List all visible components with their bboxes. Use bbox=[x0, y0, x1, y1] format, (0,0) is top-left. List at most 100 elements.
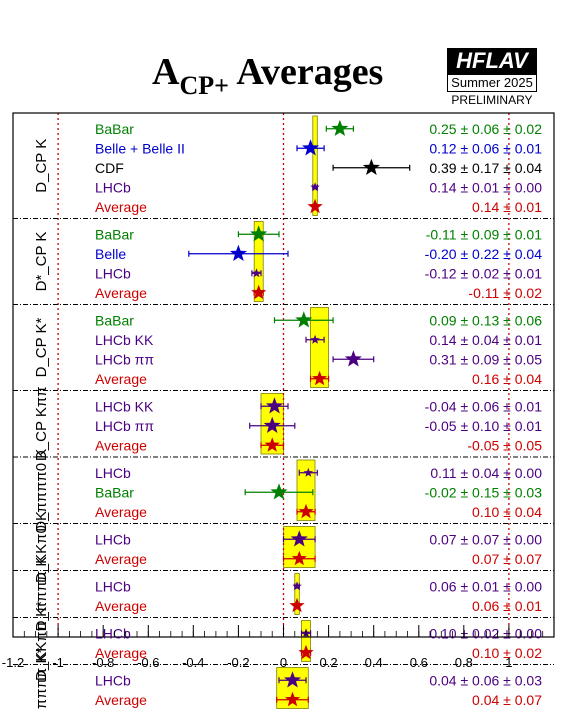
data-point-star bbox=[263, 416, 281, 433]
data-point-star bbox=[298, 644, 314, 660]
reference-lines bbox=[57, 113, 510, 637]
row-label: Average bbox=[95, 645, 147, 661]
title-rest: Averages bbox=[228, 51, 384, 93]
row-label: Average bbox=[95, 598, 147, 614]
data-point-star bbox=[264, 437, 280, 452]
data-point-star bbox=[298, 503, 314, 519]
row-label: LHCb bbox=[95, 179, 131, 195]
row-value: -0.11 ± 0.02 bbox=[468, 285, 542, 301]
row-value: -0.02 ± 0.15 ± 0.03 bbox=[425, 484, 543, 500]
data-point-star bbox=[270, 483, 288, 500]
row-value: 0.07 ± 0.07 ± 0.00 bbox=[429, 531, 542, 547]
row-label: Average bbox=[95, 504, 147, 520]
data-point-star bbox=[229, 244, 247, 261]
row-value: 0.09 ± 0.13 ± 0.06 bbox=[429, 312, 542, 328]
data-points bbox=[188, 119, 411, 707]
season-label: Summer 2025 bbox=[447, 74, 537, 92]
row-value: -0.05 ± 0.10 ± 0.01 bbox=[425, 418, 543, 434]
row-label: LHCb bbox=[95, 672, 131, 688]
row-value: -0.04 ± 0.06 ± 0.01 bbox=[425, 398, 543, 414]
row-value: 0.10 ± 0.02 ± 0.00 bbox=[429, 625, 542, 641]
data-point-star bbox=[292, 581, 302, 591]
average-band bbox=[294, 573, 300, 615]
row-label: BaBar bbox=[95, 312, 134, 328]
row-label: LHCb KK bbox=[95, 398, 154, 414]
data-point-star bbox=[303, 467, 314, 477]
row-value: 0.07 ± 0.07 bbox=[472, 551, 542, 567]
hflav-logo: HFLAV bbox=[447, 48, 537, 74]
row-value: 0.06 ± 0.01 bbox=[472, 598, 542, 614]
group-label: D_ππππ0 K bbox=[33, 449, 50, 532]
row-label: LHCb bbox=[95, 625, 131, 641]
row-value: 0.10 ± 0.02 bbox=[472, 645, 542, 661]
group-label: D_KKππ K* bbox=[33, 601, 50, 681]
row-label: Average bbox=[95, 285, 147, 301]
row-value: 0.06 ± 0.01 ± 0.00 bbox=[429, 578, 542, 594]
row-value: 0.04 ± 0.06 ± 0.03 bbox=[429, 672, 542, 688]
row-label: LHCb bbox=[95, 578, 131, 594]
row-value: 0.25 ± 0.06 ± 0.02 bbox=[429, 121, 542, 137]
x-tick-label: -0.6 bbox=[137, 655, 159, 670]
row-value: 0.12 ± 0.06 ± 0.01 bbox=[429, 140, 542, 156]
row-label: Belle bbox=[95, 246, 126, 262]
row-label: BaBar bbox=[95, 484, 134, 500]
preliminary-label: PRELIMINARY bbox=[451, 93, 533, 107]
data-point-star bbox=[284, 671, 302, 688]
row-label: LHCb KK bbox=[95, 332, 154, 348]
x-tick-label: 1 bbox=[505, 655, 512, 670]
x-tick-label: 0 bbox=[280, 655, 287, 670]
row-label: BaBar bbox=[95, 121, 134, 137]
data-point-star bbox=[312, 370, 328, 386]
data-point-star bbox=[331, 119, 349, 136]
chart-title: ACP+ Averages bbox=[152, 50, 384, 100]
row-value: -0.05 ± 0.05 bbox=[467, 437, 542, 453]
average-band bbox=[253, 221, 264, 302]
row-label: Average bbox=[95, 692, 147, 708]
group-label: D_CP K bbox=[33, 139, 50, 193]
data-point-star bbox=[307, 198, 323, 214]
row-label: LHCb bbox=[95, 465, 131, 481]
data-point-star bbox=[310, 182, 320, 192]
row-value: -0.11 ± 0.09 ± 0.01 bbox=[426, 226, 543, 242]
row-label: CDF bbox=[95, 160, 124, 176]
row-label: LHCb bbox=[95, 265, 131, 281]
data-point-star bbox=[362, 158, 380, 175]
row-value: 0.04 ± 0.07 bbox=[472, 692, 542, 708]
row-label: BaBar bbox=[95, 226, 134, 242]
average-band bbox=[301, 620, 311, 662]
row-value: 0.14 ± 0.01 bbox=[472, 199, 542, 215]
row-value: 0.11 ± 0.04 ± 0.00 bbox=[430, 465, 542, 481]
row-value: 0.14 ± 0.04 ± 0.01 bbox=[429, 332, 542, 348]
x-tick-label: -1.2 bbox=[2, 655, 24, 670]
row-value: 0.31 ± 0.09 ± 0.05 bbox=[429, 351, 542, 367]
data-point-star bbox=[290, 530, 308, 547]
row-values: 0.25 ± 0.06 ± 0.02 0.12 ± 0.06 ± 0.01 0.39… bbox=[425, 121, 543, 708]
row-value: 0.14 ± 0.01 ± 0.00 bbox=[429, 179, 542, 195]
row-value: -0.20 ± 0.22 ± 0.04 bbox=[425, 246, 543, 262]
data-point-star bbox=[302, 139, 320, 156]
row-label: LHCb ππ bbox=[95, 418, 154, 434]
average-band bbox=[310, 307, 329, 388]
row-value: 0.10 ± 0.04 bbox=[472, 504, 542, 520]
title-subscript: CP+ bbox=[179, 71, 229, 100]
row-value: 0.16 ± 0.04 bbox=[472, 371, 542, 387]
row-label: LHCb ππ bbox=[95, 351, 154, 367]
average-band bbox=[312, 115, 318, 216]
x-tick-label: -0.8 bbox=[92, 655, 114, 670]
x-axis: -1.2 -1 -0.8 -0.6 -0.4 -0.2 0 0.2 0.4 0.6 0.8 1 bbox=[2, 625, 555, 670]
group-label: D_KKπ0 K bbox=[33, 511, 50, 583]
group-label: D_ππππ K* bbox=[33, 648, 50, 709]
data-point-star bbox=[251, 268, 262, 278]
x-tick-label: -0.4 bbox=[182, 655, 204, 670]
row-value: 0.39 ± 0.17 ± 0.04 bbox=[429, 160, 542, 176]
group-label: D*_CP K bbox=[33, 232, 50, 292]
x-tick-label: -0.2 bbox=[227, 655, 249, 670]
group-separators bbox=[13, 218, 554, 665]
x-tick-label: -1 bbox=[52, 655, 64, 670]
group-label: D_CP Kππ bbox=[33, 386, 50, 461]
row-labels: BaBar Belle + Belle II CDF LHCb Average BaBar… bbox=[95, 121, 185, 708]
data-point-star bbox=[344, 350, 362, 367]
row-label: Belle + Belle II bbox=[95, 140, 185, 156]
